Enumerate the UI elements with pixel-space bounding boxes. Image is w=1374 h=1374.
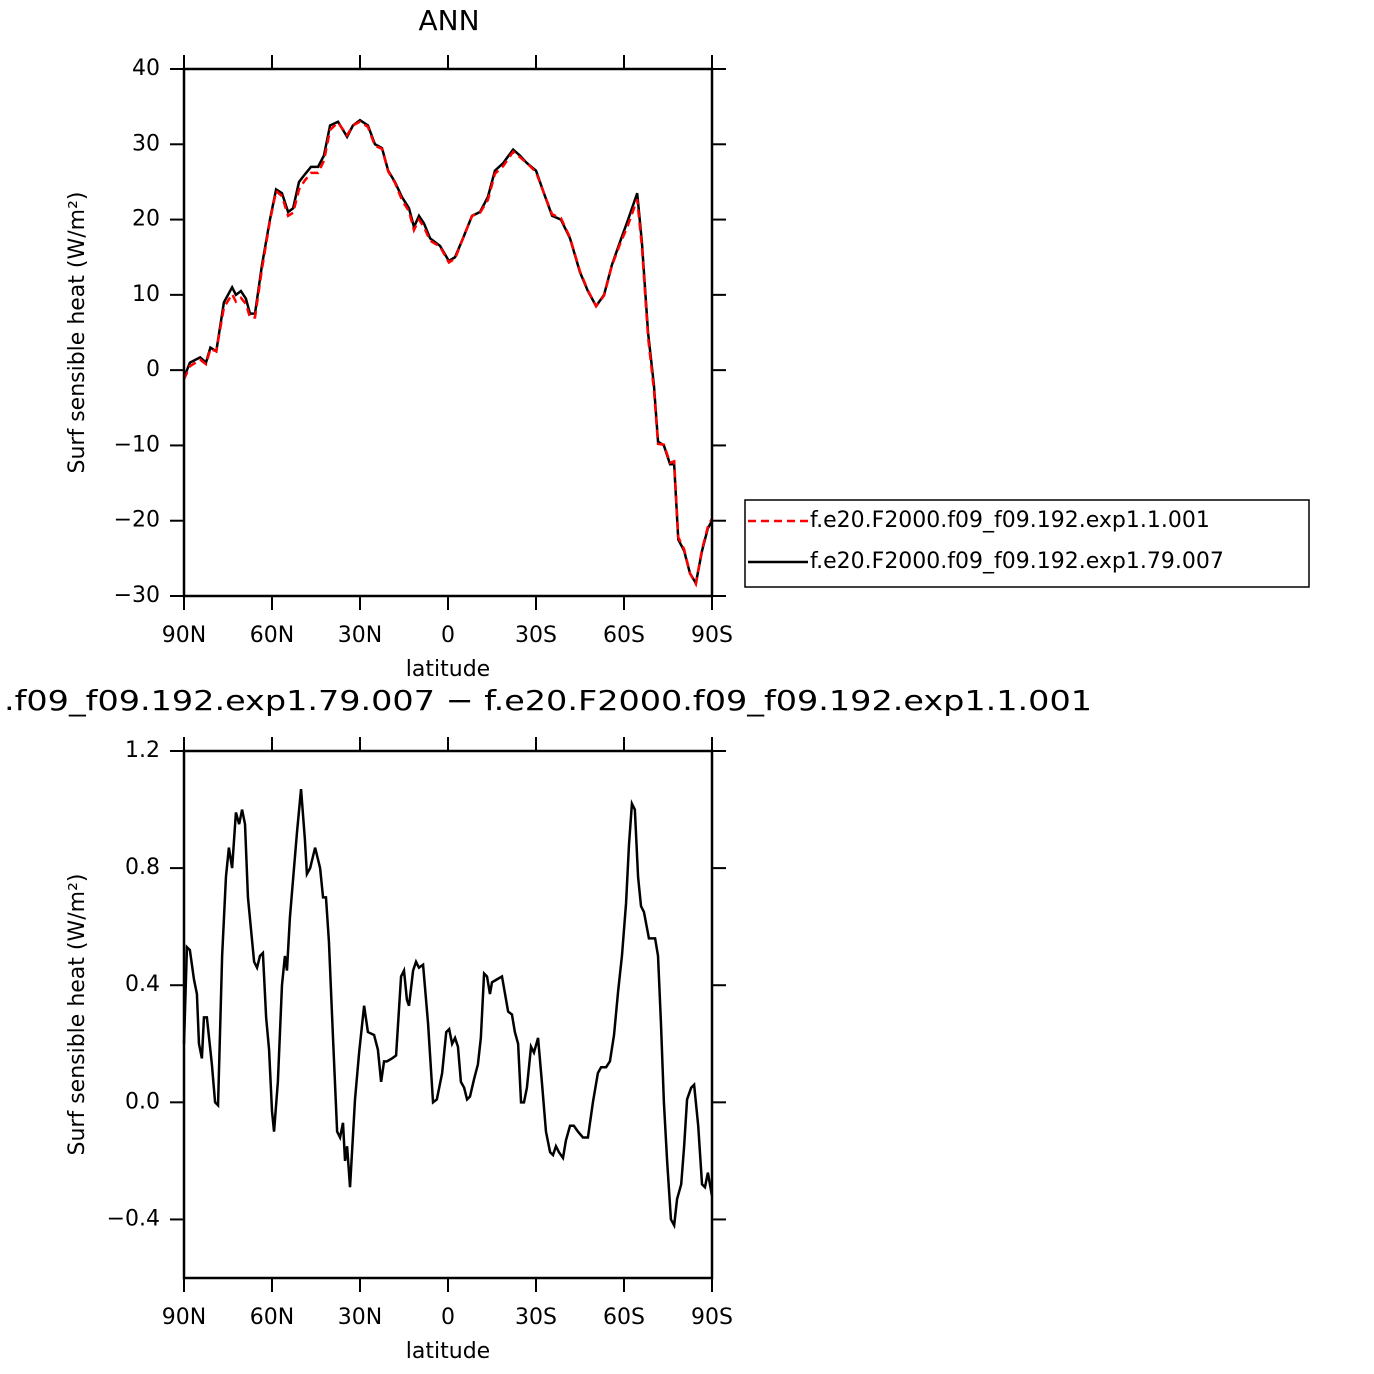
chart-title: ANN	[418, 4, 479, 37]
data-line	[182, 788, 714, 1230]
x-tick-label: 30S	[515, 623, 557, 648]
x-tick-label: 60N	[250, 623, 294, 648]
x-tick-label: 30N	[338, 623, 382, 648]
y-tick-label: 0.8	[125, 855, 160, 880]
y-tick-label: 0	[146, 357, 160, 382]
y-tick-label: 10	[132, 282, 160, 307]
x-axis-label: latitude	[406, 657, 490, 682]
x-tick-label: 30N	[338, 1305, 382, 1330]
y-axis-label: Surf sensible heat (W/m²)	[65, 192, 90, 474]
x-tick-label: 0	[441, 623, 455, 648]
data-line	[182, 118, 714, 587]
x-tick-label: 60S	[603, 623, 645, 648]
x-tick-label: 90S	[691, 1305, 733, 1330]
x-tick-label: 30S	[515, 1305, 557, 1330]
y-tick-label: 30	[132, 131, 160, 156]
legend-label: f.e20.F2000.f09_f09.192.exp1.1.001	[810, 508, 1210, 533]
y-tick-label: 0.4	[125, 972, 160, 997]
x-tick-label: 90S	[691, 623, 733, 648]
x-tick-label: 60S	[603, 1305, 645, 1330]
plot-frame	[182, 67, 714, 598]
x-tick-label: 90N	[162, 1305, 206, 1330]
y-tick-label: −0.4	[107, 1206, 160, 1231]
data-line	[182, 120, 714, 588]
y-tick-label: 40	[132, 56, 160, 81]
x-tick-label: 90N	[162, 623, 206, 648]
y-axis-label: Surf sensible heat (W/m²)	[65, 874, 90, 1156]
y-tick-label: −30	[114, 583, 160, 608]
y-tick-label: 0.0	[125, 1089, 160, 1114]
plot-frame	[182, 749, 714, 1280]
chart-title: .f09_f09.192.exp1.79.007 − f.e20.F2000.f…	[4, 684, 1092, 717]
x-tick-label: 0	[441, 1305, 455, 1330]
y-tick-label: 1.2	[125, 738, 160, 763]
x-tick-label: 60N	[250, 1305, 294, 1330]
legend-box	[744, 499, 1310, 588]
y-tick-label: 20	[132, 207, 160, 232]
y-tick-label: −20	[114, 508, 160, 533]
y-tick-label: −10	[114, 432, 160, 457]
legend-label: f.e20.F2000.f09_f09.192.exp1.79.007	[810, 549, 1224, 574]
x-axis-label: latitude	[406, 1339, 490, 1364]
